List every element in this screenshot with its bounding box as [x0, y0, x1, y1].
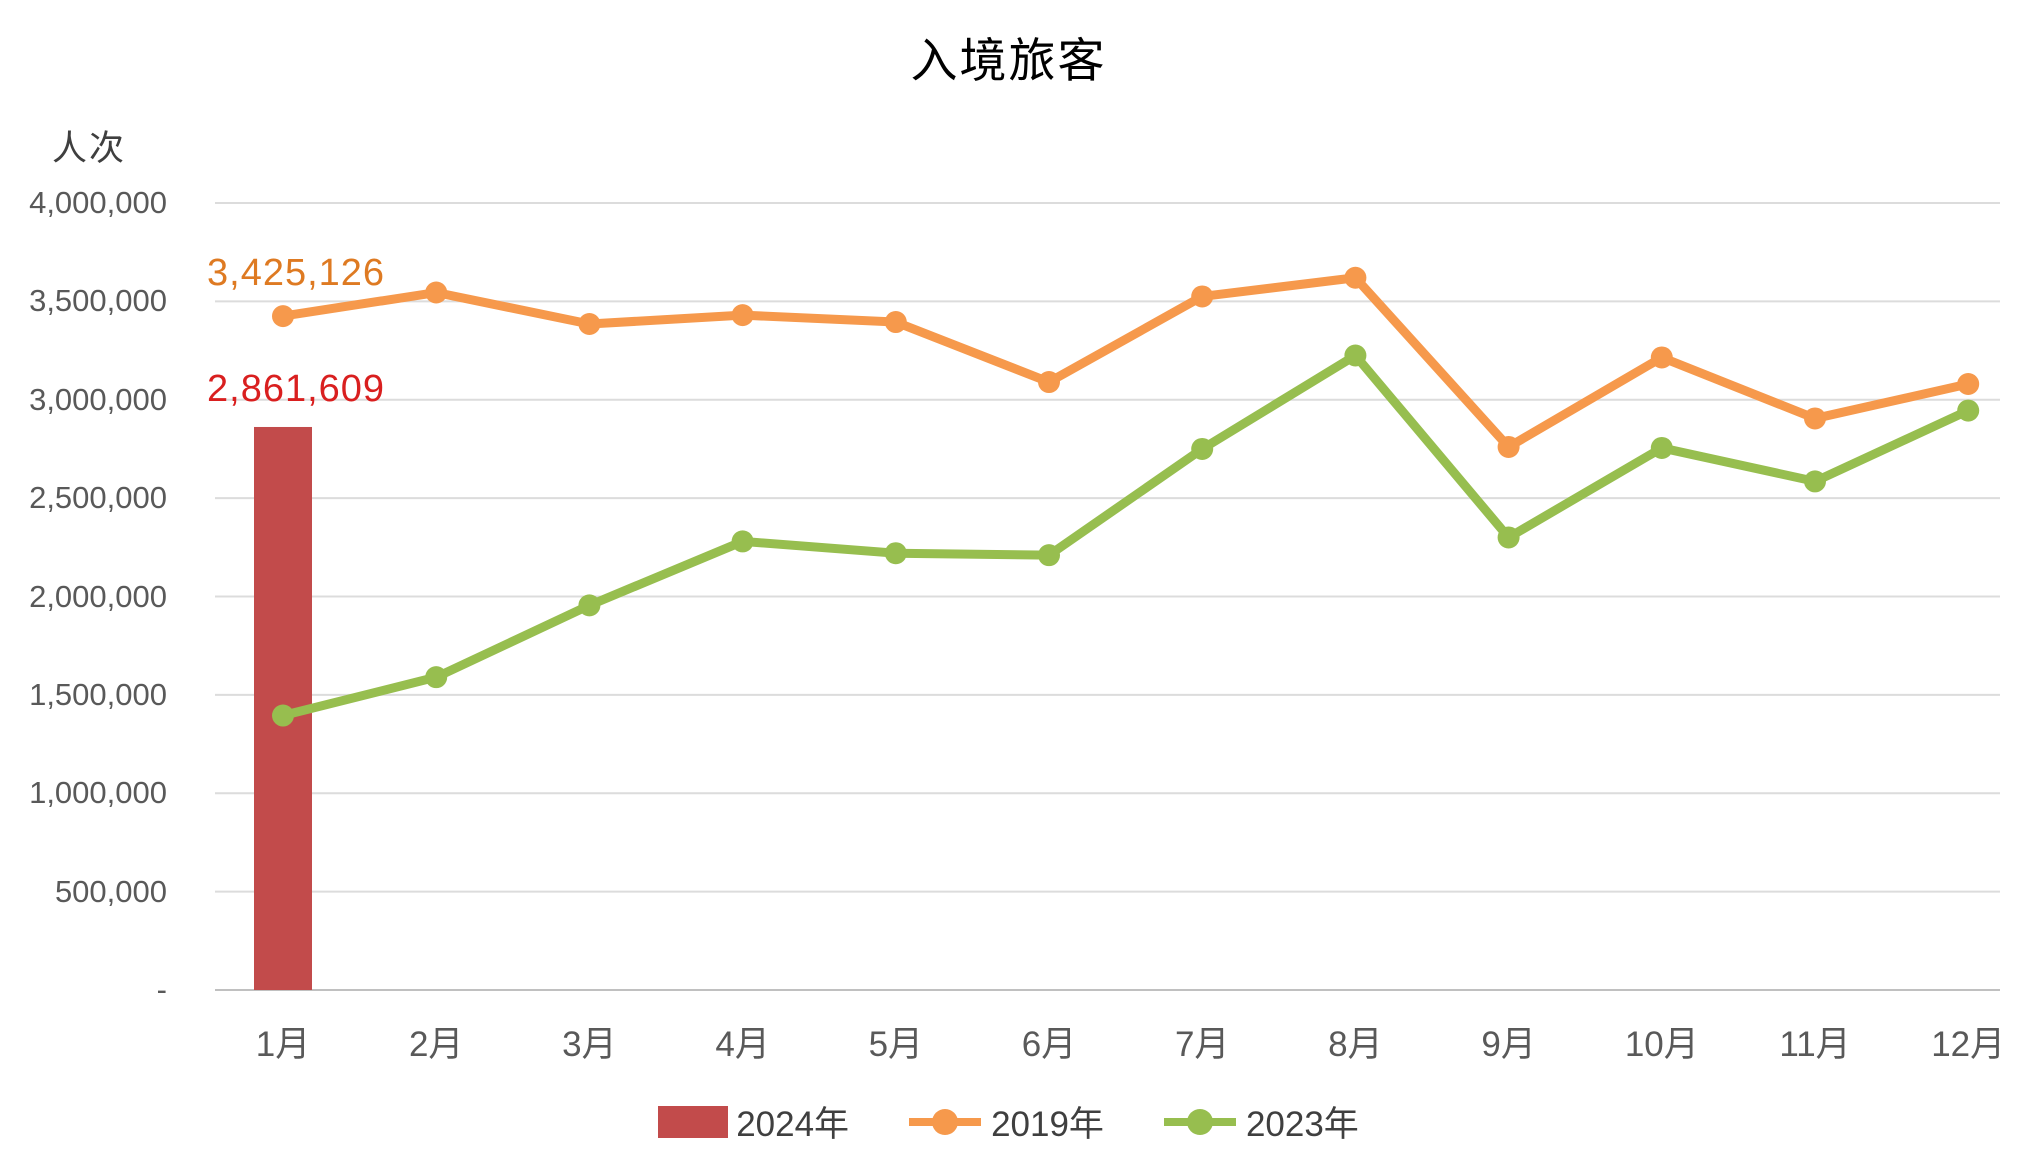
data-label-2019-jan: 3,425,126 — [207, 252, 386, 294]
legend: 2024年 2019年 2023年 — [0, 1096, 2017, 1147]
legend-line-swatch — [1163, 1108, 1236, 1135]
x-tick-label: 5月 — [868, 1025, 924, 1064]
data-point-2023年 — [272, 704, 294, 727]
x-tick-label: 4月 — [715, 1025, 770, 1064]
data-point-2019年 — [578, 313, 601, 336]
x-tick-label: 9月 — [1481, 1025, 1536, 1064]
data-point-2023年 — [1804, 470, 1826, 493]
data-point-2019年 — [1804, 407, 1826, 430]
data-point-2023年 — [1038, 544, 1060, 567]
chart-title: 入境旅客 — [910, 34, 1107, 87]
y-tick-label: - — [156, 972, 167, 1007]
data-point-2023年 — [1650, 436, 1673, 459]
data-point-2019年 — [1650, 346, 1673, 369]
x-tick-label: 2月 — [408, 1025, 464, 1064]
legend-line-swatch — [909, 1108, 982, 1135]
data-point-2019年 — [1038, 371, 1060, 394]
x-tick-label: 10月 — [1624, 1025, 1699, 1064]
y-tick-label: 3,500,000 — [29, 283, 167, 319]
y-tick-label: 500,000 — [54, 873, 167, 909]
x-tick-label: 11月 — [1779, 1025, 1851, 1064]
data-point-2019年 — [1191, 285, 1214, 308]
data-point-2023年 — [1497, 526, 1520, 549]
series-line-2019年 — [278, 273, 1973, 452]
y-tick-label: 2,500,000 — [29, 480, 167, 516]
x-tick-label: 7月 — [1174, 1025, 1230, 1064]
y-axis-unit-label: 人次 — [52, 129, 127, 168]
data-point-2019年 — [1957, 373, 1980, 396]
data-label-2024-jan: 2,861,609 — [207, 368, 386, 410]
legend-label: 2019年 — [991, 1105, 1104, 1144]
data-point-2023年 — [425, 666, 448, 689]
legend-label: 2023年 — [1245, 1105, 1359, 1144]
data-point-2023年 — [884, 542, 907, 565]
data-point-2019年 — [1344, 266, 1367, 289]
data-point-2023年 — [1957, 399, 1980, 422]
x-tick-label: 6月 — [1021, 1025, 1077, 1064]
x-tick-label: 8月 — [1328, 1025, 1383, 1064]
data-point-2023年 — [578, 594, 601, 617]
data-point-2019年 — [425, 281, 448, 304]
data-point-2019年 — [884, 311, 907, 334]
y-tick-label: 3,000,000 — [29, 381, 167, 417]
data-point-2023年 — [1191, 437, 1214, 460]
x-tick-label: 12月 — [1931, 1025, 2006, 1064]
data-point-2019年 — [731, 304, 754, 327]
y-tick-label: 2,000,000 — [29, 578, 167, 614]
series-line-2023年 — [278, 350, 1973, 721]
y-tick-label: 1,500,000 — [29, 676, 167, 712]
x-tick-label: 3月 — [562, 1025, 617, 1064]
legend-label: 2024年 — [736, 1105, 850, 1144]
y-tick-label: 1,000,000 — [29, 775, 167, 811]
x-tick-label: 1月 — [255, 1025, 311, 1064]
data-point-2023年 — [731, 530, 754, 553]
legend-item-2023年: 2023年 — [1162, 1096, 1359, 1147]
legend-item-2024年: 2024年 — [658, 1096, 849, 1147]
legend-bar-swatch — [658, 1105, 729, 1138]
y-tick-label: 4,000,000 — [29, 185, 167, 220]
data-point-2019年 — [1497, 435, 1520, 458]
data-point-2019年 — [272, 305, 294, 328]
data-point-2023年 — [1344, 344, 1367, 367]
legend-item-2019年: 2019年 — [907, 1096, 1104, 1147]
